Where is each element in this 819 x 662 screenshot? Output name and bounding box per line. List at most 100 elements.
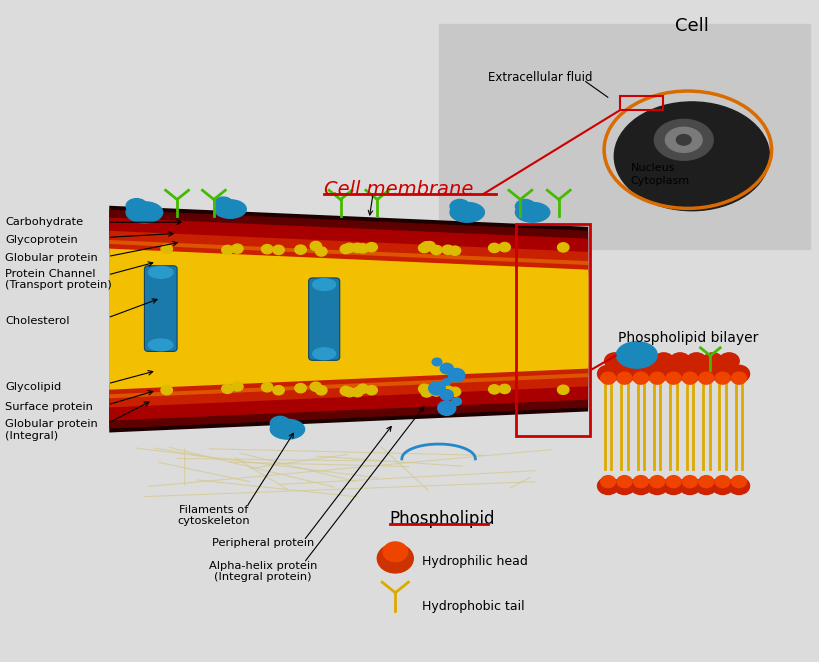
Polygon shape [109,249,587,390]
Text: Filaments of
cytoskeleton: Filaments of cytoskeleton [178,505,250,526]
Circle shape [310,242,321,251]
Circle shape [418,384,429,393]
Circle shape [351,387,363,397]
Circle shape [488,244,500,252]
Circle shape [678,477,699,495]
Circle shape [613,477,635,495]
Circle shape [630,365,650,383]
Text: Alpha-helix protein
(Integral protein): Alpha-helix protein (Integral protein) [209,561,317,583]
Circle shape [600,372,615,384]
Circle shape [686,353,706,369]
Circle shape [430,387,441,396]
Circle shape [714,475,729,488]
Circle shape [617,372,631,384]
Circle shape [221,246,233,255]
Ellipse shape [312,348,335,359]
Text: Glycoprotein: Glycoprotein [6,235,78,245]
Circle shape [315,386,327,395]
Circle shape [698,372,713,384]
Text: Protein Channel
(Transport protein): Protein Channel (Transport protein) [6,269,112,291]
Polygon shape [109,206,587,432]
Circle shape [441,386,453,395]
Circle shape [632,372,648,384]
Circle shape [665,475,680,488]
Text: Phospholipid bilayer: Phospholipid bilayer [618,330,758,345]
Circle shape [441,245,453,254]
Circle shape [340,387,351,395]
Ellipse shape [126,199,147,213]
Text: Extracellular fluid: Extracellular fluid [487,71,591,84]
Circle shape [365,242,377,252]
Circle shape [221,384,233,393]
Circle shape [665,372,680,384]
Ellipse shape [148,339,173,351]
Ellipse shape [613,102,769,211]
Circle shape [731,372,745,384]
Circle shape [448,369,464,382]
Ellipse shape [676,134,690,145]
Ellipse shape [450,203,484,222]
Text: Cytoplasm: Cytoplasm [630,176,689,187]
Text: Carbohydrate: Carbohydrate [6,217,84,227]
Circle shape [449,387,460,397]
Polygon shape [109,210,587,428]
Circle shape [351,243,363,252]
Circle shape [714,372,729,384]
Circle shape [295,245,306,254]
Circle shape [711,365,732,383]
Circle shape [597,477,618,495]
Circle shape [231,244,242,254]
Polygon shape [109,248,587,391]
Circle shape [678,365,699,383]
Circle shape [662,365,683,383]
Ellipse shape [270,416,289,430]
Circle shape [420,242,432,251]
Circle shape [630,477,650,495]
Circle shape [310,382,321,391]
Ellipse shape [214,197,233,210]
Circle shape [420,388,432,397]
Bar [516,224,589,436]
Ellipse shape [126,202,162,223]
Ellipse shape [664,127,701,152]
Circle shape [432,358,441,366]
Circle shape [649,372,664,384]
Circle shape [273,385,284,395]
Text: Glycolipid: Glycolipid [6,382,61,392]
Circle shape [231,382,242,391]
Circle shape [365,385,377,395]
Circle shape [340,244,351,254]
Circle shape [449,246,460,256]
Circle shape [604,353,624,369]
Circle shape [727,477,749,495]
Circle shape [161,385,172,395]
Circle shape [273,246,284,254]
Ellipse shape [616,342,656,368]
Text: Cell membrane: Cell membrane [324,180,473,199]
Circle shape [440,390,453,401]
Circle shape [315,247,327,256]
Circle shape [636,353,657,369]
Ellipse shape [515,199,534,213]
FancyBboxPatch shape [144,265,177,352]
Circle shape [557,243,568,252]
Circle shape [382,542,407,562]
Circle shape [617,475,631,488]
Circle shape [261,244,273,254]
Circle shape [295,383,306,393]
Text: Peripheral protein: Peripheral protein [211,538,314,548]
Text: Hydrophilic head: Hydrophilic head [422,555,527,568]
Text: Nucleus: Nucleus [630,162,674,173]
Circle shape [430,246,441,255]
Circle shape [669,353,690,369]
Circle shape [498,385,509,393]
Ellipse shape [654,119,713,160]
Polygon shape [109,363,587,395]
Circle shape [440,363,453,374]
Circle shape [451,398,461,405]
Ellipse shape [270,419,304,439]
Circle shape [442,379,450,385]
Polygon shape [109,231,587,408]
Circle shape [698,475,713,488]
Circle shape [646,477,667,495]
